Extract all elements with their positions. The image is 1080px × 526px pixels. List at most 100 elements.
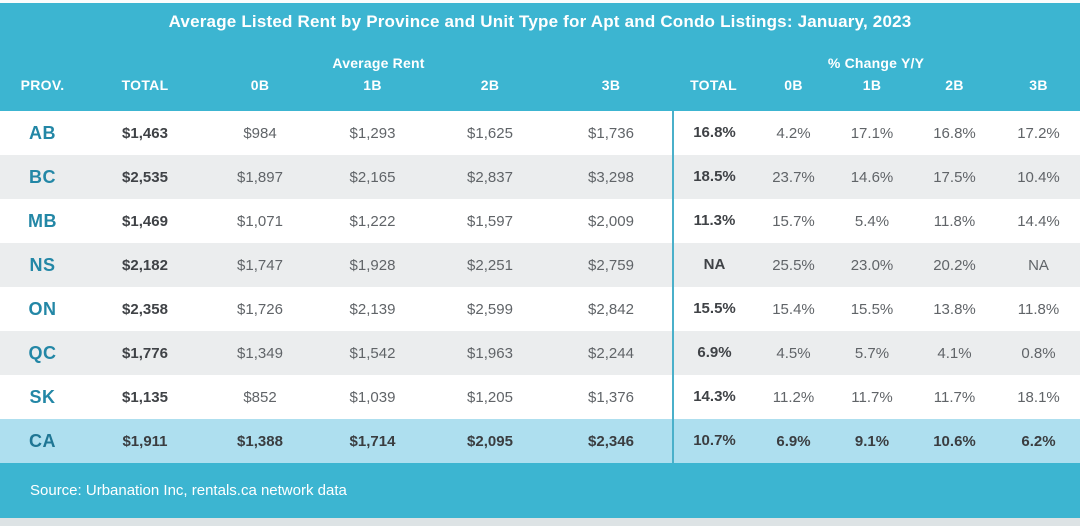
cell-change-3b: NA: [1028, 256, 1049, 274]
cell-rent-0b: $1,747: [237, 256, 283, 274]
cell-rent-1b: $1,542: [349, 344, 396, 362]
cell-change-3b: 14.4%: [1017, 212, 1060, 230]
cell-rent-1b: $2,165: [349, 168, 396, 186]
cell-change-2b: 10.6%: [933, 432, 976, 450]
cell-change-0b: 25.5%: [772, 256, 815, 274]
cell-rent-1b: $1,293: [349, 124, 396, 142]
cell-change-0b: 23.7%: [772, 168, 815, 186]
cell-change-total: 18.5%: [672, 155, 755, 199]
bottom-strip: [0, 518, 1080, 526]
cell-change-total: 10.7%: [672, 419, 755, 463]
cell-rent-2b: $2,095: [467, 432, 513, 450]
column-header-change-2b: 2B: [945, 77, 964, 93]
province-code: NS: [29, 254, 56, 275]
column-header-row: PROV. TOTAL 0B 1B 2B 3B TOTAL 0B 1B 2B 3…: [0, 77, 1080, 93]
cell-rent-2b: $2,599: [467, 300, 513, 318]
column-header-rent-2b: 2B: [480, 77, 500, 93]
column-header-prov: PROV.: [20, 77, 65, 93]
cell-rent-1b: $2,139: [349, 300, 396, 318]
cell-rent-2b: $2,837: [467, 168, 513, 186]
column-header-rent-1b: 1B: [363, 77, 382, 93]
top-strip: [0, 0, 1080, 3]
cell-rent-2b: $2,251: [467, 256, 513, 274]
cell-rent-2b: $1,597: [467, 212, 513, 230]
cell-change-total: 15.5%: [672, 287, 755, 331]
cell-change-0b: 11.2%: [772, 388, 815, 406]
cell-rent-total: $1,776: [122, 344, 168, 362]
column-header-rent-total: TOTAL: [121, 77, 169, 93]
cell-change-3b: 18.1%: [1017, 388, 1060, 406]
cell-change-2b: 16.8%: [933, 124, 976, 142]
cell-rent-3b: $2,842: [588, 300, 634, 318]
table-row: AB $1,463 $984 $1,293 $1,625 $1,736 16.8…: [0, 111, 1080, 155]
cell-change-0b: 4.2%: [776, 124, 811, 142]
cell-rent-0b: $852: [243, 388, 277, 406]
cell-rent-3b: $2,759: [588, 256, 634, 274]
province-code: ON: [28, 298, 57, 319]
cell-rent-0b: $1,388: [237, 432, 283, 450]
cell-change-total: 6.9%: [672, 331, 755, 375]
cell-rent-3b: $2,244: [588, 344, 634, 362]
cell-change-1b: 5.4%: [854, 212, 890, 230]
table-row: MB $1,469 $1,071 $1,222 $1,597 $2,009 11…: [0, 199, 1080, 243]
cell-rent-1b: $1,039: [349, 388, 396, 406]
cell-change-1b: 5.7%: [854, 344, 890, 362]
cell-rent-2b: $1,963: [467, 344, 513, 362]
table-row: QC $1,776 $1,349 $1,542 $1,963 $2,244 6.…: [0, 331, 1080, 375]
table-footer: Source: Urbanation Inc, rentals.ca netwo…: [0, 463, 1080, 518]
cell-rent-2b: $1,625: [467, 124, 513, 142]
cell-change-1b: 15.5%: [850, 300, 894, 318]
cell-rent-0b: $984: [243, 124, 277, 142]
cell-change-3b: 0.8%: [1021, 344, 1056, 362]
cell-rent-0b: $1,071: [237, 212, 283, 230]
cell-change-0b: 4.5%: [776, 344, 811, 362]
cell-rent-1b: $1,928: [349, 256, 396, 274]
cell-change-3b: 11.8%: [1017, 300, 1060, 318]
cell-rent-3b: $1,736: [588, 124, 634, 142]
cell-rent-1b: $1,222: [349, 212, 396, 230]
cell-rent-total: $2,182: [122, 256, 168, 274]
cell-change-0b: 15.4%: [772, 300, 815, 318]
cell-change-2b: 11.8%: [933, 212, 976, 230]
cell-rent-total: $1,463: [122, 124, 168, 142]
cell-change-total: NA: [672, 243, 755, 287]
cell-rent-0b: $1,897: [237, 168, 283, 186]
province-code: SK: [29, 386, 56, 407]
table-row: CA $1,911 $1,388 $1,714 $2,095 $2,346 10…: [0, 419, 1080, 463]
cell-change-3b: 10.4%: [1017, 168, 1060, 186]
cell-rent-total: $2,358: [122, 300, 168, 318]
cell-rent-3b: $1,376: [588, 388, 634, 406]
cell-rent-total: $2,535: [122, 168, 168, 186]
cell-rent-3b: $3,298: [588, 168, 634, 186]
table-row: ON $2,358 $1,726 $2,139 $2,599 $2,842 15…: [0, 287, 1080, 331]
cell-change-1b: 17.1%: [850, 124, 894, 142]
province-code: AB: [29, 122, 56, 143]
column-header-rent-0b: 0B: [250, 77, 270, 93]
cell-change-0b: 6.9%: [776, 432, 811, 450]
cell-change-0b: 15.7%: [772, 212, 815, 230]
cell-change-3b: 6.2%: [1021, 432, 1056, 450]
percent-change-group-label: % Change Y/Y: [827, 55, 925, 71]
table-header: Average Listed Rent by Province and Unit…: [0, 3, 1080, 111]
cell-rent-0b: $1,349: [237, 344, 283, 362]
source-note: Source: Urbanation Inc, rentals.ca netwo…: [30, 482, 347, 499]
page-title: Average Listed Rent by Province and Unit…: [168, 12, 912, 31]
cell-change-3b: 17.2%: [1017, 124, 1060, 142]
cell-rent-2b: $1,205: [467, 388, 513, 406]
cell-change-1b: 9.1%: [854, 432, 890, 450]
cell-change-2b: 20.2%: [933, 256, 976, 274]
column-header-rent-3b: 3B: [601, 77, 621, 93]
cell-rent-3b: $2,346: [588, 432, 634, 450]
cell-change-total: 16.8%: [672, 111, 755, 155]
cell-change-1b: 23.0%: [850, 256, 894, 274]
cell-change-2b: 13.8%: [933, 300, 976, 318]
cell-change-2b: 11.7%: [933, 388, 976, 406]
province-code: CA: [29, 430, 56, 451]
cell-rent-0b: $1,726: [237, 300, 283, 318]
column-header-change-total: TOTAL: [690, 77, 737, 93]
cell-rent-total: $1,911: [122, 432, 168, 450]
column-header-change-0b: 0B: [784, 77, 803, 93]
cell-change-total: 11.3%: [672, 199, 755, 243]
table-row: NS $2,182 $1,747 $1,928 $2,251 $2,759 NA…: [0, 243, 1080, 287]
